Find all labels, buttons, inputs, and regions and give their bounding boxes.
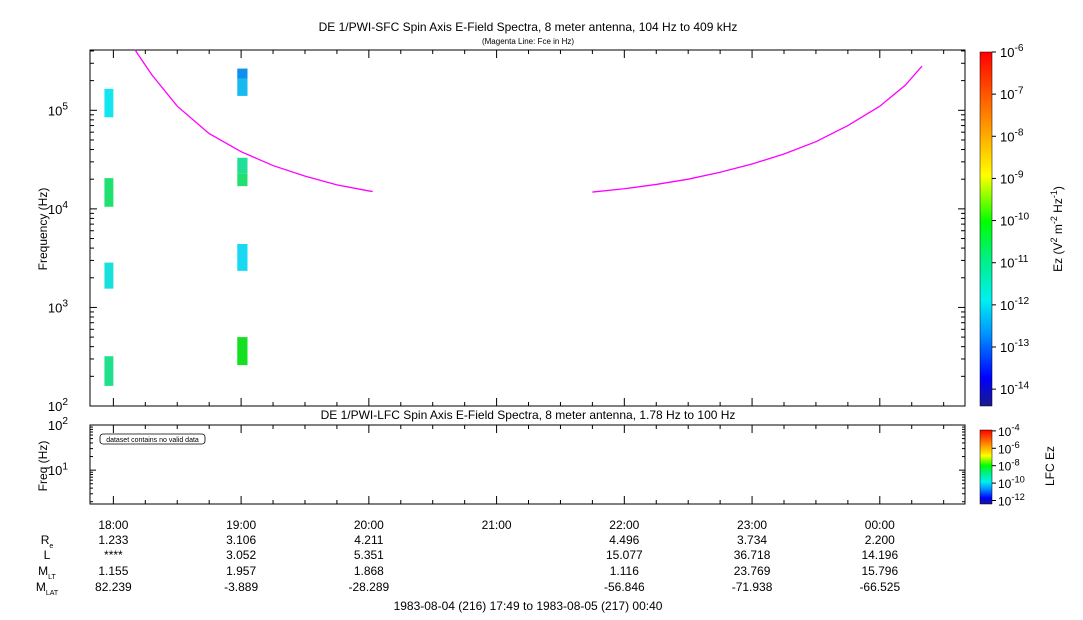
ephemeris-value: 1.155: [98, 564, 128, 578]
panel1-y-axis: 102 103 104 105: [48, 50, 965, 414]
fce-line-segment: [592, 65, 923, 193]
ephemeris-value: 1.868: [354, 564, 384, 578]
panel1-subtitle: (Magenta Line: Fce in Hz): [482, 37, 574, 46]
spectra-cell: [104, 262, 114, 289]
spectra-cell: [237, 78, 248, 96]
colorbar-tick-label: 10-12: [998, 492, 1025, 508]
spectra-cell: [104, 356, 114, 386]
y-tick-label: 105: [48, 101, 68, 118]
ephemeris-value: 1.116: [610, 564, 639, 578]
ephemeris-table: Re 1.233 3.106 4.211 4.496 3.734 2.200 L **** 3.0…: [36, 533, 901, 597]
time-tick-label: 21:00: [482, 518, 512, 532]
ephemeris-row-label: Re: [41, 533, 54, 550]
ephemeris-value: -71.938: [732, 580, 773, 594]
panel2-ylabel: Freq (Hz): [36, 441, 50, 492]
spectra-cell: [237, 157, 248, 174]
colorbar-tick-label: 10-14: [1000, 380, 1029, 397]
colorbar-tick-label: 10-10: [1000, 212, 1029, 229]
spectra-cell: [237, 68, 248, 79]
colorbar-tick-label: 10-6: [998, 440, 1020, 456]
time-tick-label: 20:00: [354, 518, 384, 532]
ephemeris-value: 1.233: [98, 533, 128, 547]
ephemeris-row-label: MLT: [38, 564, 56, 581]
colorbar-tick-label: 10-4: [998, 422, 1020, 438]
y-tick-label: 103: [48, 299, 68, 316]
panel1-fce-line: [134, 49, 923, 193]
ephemeris-value: 2.200: [865, 533, 895, 547]
spectra-cell: [237, 244, 248, 271]
panel2-colorbar-label: LFC Ez: [1043, 446, 1057, 486]
ephemeris-value: 15.796: [861, 564, 898, 578]
ephemeris-value: 4.496: [609, 533, 639, 547]
time-range: 1983-08-04 (216) 17:49 to 1983-08-05 (21…: [394, 599, 663, 613]
spectra-cell: [237, 173, 248, 187]
panel1-spectra-cells: [104, 68, 248, 386]
ephemeris-value: ****: [104, 548, 123, 562]
ephemeris-value: 14.196: [861, 548, 898, 562]
colorbar-tick-label: 10-9: [1000, 170, 1024, 187]
time-tick-label: 18:00: [98, 518, 128, 532]
colorbar-tick-label: 10-12: [1000, 296, 1029, 313]
colorbar-tick-label: 10-7: [1000, 85, 1024, 102]
time-tick-label: 00:00: [865, 518, 895, 532]
fce-line-segment: [134, 49, 373, 193]
time-tick-label: 22:00: [609, 518, 639, 532]
y-tick-label: 104: [48, 200, 68, 217]
panel1-x-ticks: [112, 50, 945, 406]
panel1-colorbar: [979, 51, 993, 407]
colorbar-tick-label: 10-11: [1000, 254, 1029, 271]
panel1-colorbar-label: Ez (V2 m-2 Hz-1): [1049, 186, 1065, 272]
y-tick-label: 101: [48, 461, 68, 478]
panel2-y-axis: 101 102: [48, 416, 965, 503]
spectra-cell: [104, 88, 114, 118]
colorbar-tick-label: 10-8: [998, 457, 1020, 473]
time-tick-label: 19:00: [226, 518, 256, 532]
ephemeris-row-label: L: [44, 548, 51, 562]
ephemeris-value: 3.052: [226, 548, 256, 562]
panel1-frame: [89, 49, 966, 407]
panel1-colorbar-ticks: 10-6 10-7 10-8 10-9 10-10 10-11 10-12 10-13 10-1…: [992, 43, 1029, 397]
ephemeris-value: 36.718: [734, 548, 771, 562]
ephemeris-value: 23.769: [734, 564, 771, 578]
ephemeris-value: 3.106: [226, 533, 256, 547]
ephemeris-value: 1.957: [226, 564, 256, 578]
panel2-title: DE 1/PWI-LFC Spin Axis E-Field Spectra, …: [321, 408, 736, 422]
ephemeris-value: -56.846: [604, 580, 645, 594]
colorbar-tick-label: 10-6: [1000, 43, 1024, 60]
ephemeris-value: -28.289: [348, 580, 389, 594]
ephemeris-row-label: MLAT: [36, 580, 59, 597]
panel2-x-ticks: [112, 425, 945, 504]
panel1-title: DE 1/PWI-SFC Spin Axis E-Field Spectra, …: [319, 20, 738, 34]
time-axis-labels: 18:00 19:00 20:00 21:00 22:00 23:00 00:00: [98, 518, 895, 532]
panel2-frame: [89, 424, 966, 505]
ephemeris-value: -66.525: [859, 580, 900, 594]
y-tick-label: 102: [48, 397, 68, 414]
ephemeris-value: 15.077: [606, 548, 643, 562]
ephemeris-value: 4.211: [354, 533, 383, 547]
time-tick-label: 23:00: [737, 518, 767, 532]
panel2-colorbar: [979, 429, 993, 505]
spectra-cell: [104, 178, 114, 207]
panel1-ylabel: Frequency (Hz): [36, 188, 50, 271]
ephemeris-value: -3.889: [224, 580, 258, 594]
no-data-annotation: dataset contains no valid data: [106, 437, 199, 444]
no-data-box: [99, 433, 206, 445]
ephemeris-value: 82.239: [95, 580, 132, 594]
ephemeris-value: 5.351: [354, 548, 384, 562]
spectra-cell: [237, 337, 248, 366]
ephemeris-value: 3.734: [737, 533, 767, 547]
y-tick-label: 102: [48, 416, 68, 433]
colorbar-tick-label: 10-8: [1000, 127, 1024, 144]
colorbar-tick-label: 10-13: [1000, 338, 1029, 355]
colorbar-tick-label: 10-10: [998, 475, 1025, 491]
